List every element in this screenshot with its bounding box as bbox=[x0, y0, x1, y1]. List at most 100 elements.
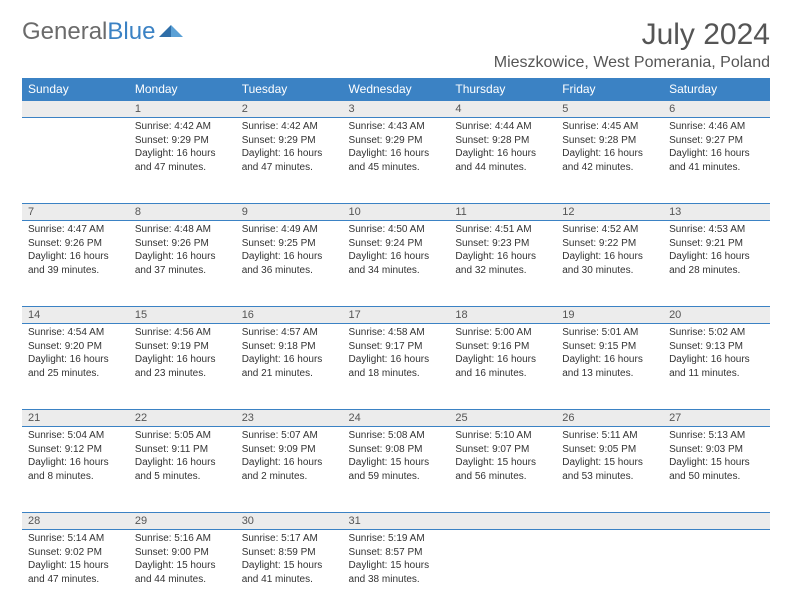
sunset-text: Sunset: 9:29 PM bbox=[242, 134, 337, 148]
sunset-text: Sunset: 8:59 PM bbox=[242, 546, 337, 560]
day-number: 23 bbox=[236, 410, 343, 427]
day-cell: Sunrise: 5:00 AMSunset: 9:16 PMDaylight:… bbox=[449, 324, 556, 410]
sunrise-text: Sunrise: 5:11 AM bbox=[562, 429, 657, 443]
sunset-text: Sunset: 9:12 PM bbox=[28, 443, 123, 457]
sunrise-text: Sunrise: 4:50 AM bbox=[349, 223, 444, 237]
day-cell: Sunrise: 4:50 AMSunset: 9:24 PMDaylight:… bbox=[343, 221, 450, 307]
week-row: Sunrise: 5:14 AMSunset: 9:02 PMDaylight:… bbox=[22, 530, 770, 616]
daylight-text: Daylight: 15 hours and 41 minutes. bbox=[242, 559, 337, 586]
day-cell: Sunrise: 4:46 AMSunset: 9:27 PMDaylight:… bbox=[663, 118, 770, 204]
sunrise-text: Sunrise: 4:47 AM bbox=[28, 223, 123, 237]
logo-text-general: General bbox=[22, 18, 107, 46]
day-number: 17 bbox=[343, 307, 450, 324]
week-row: Sunrise: 4:54 AMSunset: 9:20 PMDaylight:… bbox=[22, 324, 770, 410]
day-number: 15 bbox=[129, 307, 236, 324]
sunrise-text: Sunrise: 5:16 AM bbox=[135, 532, 230, 546]
sunset-text: Sunset: 9:17 PM bbox=[349, 340, 444, 354]
day-cell: Sunrise: 5:01 AMSunset: 9:15 PMDaylight:… bbox=[556, 324, 663, 410]
day-number bbox=[449, 513, 556, 530]
day-number: 12 bbox=[556, 204, 663, 221]
day-cell: Sunrise: 4:54 AMSunset: 9:20 PMDaylight:… bbox=[22, 324, 129, 410]
day-number: 29 bbox=[129, 513, 236, 530]
day-cell: Sunrise: 5:04 AMSunset: 9:12 PMDaylight:… bbox=[22, 427, 129, 513]
sunset-text: Sunset: 9:20 PM bbox=[28, 340, 123, 354]
sunrise-text: Sunrise: 4:56 AM bbox=[135, 326, 230, 340]
sunrise-text: Sunrise: 5:19 AM bbox=[349, 532, 444, 546]
calendar-table: SundayMondayTuesdayWednesdayThursdayFrid… bbox=[22, 78, 770, 616]
sunset-text: Sunset: 9:25 PM bbox=[242, 237, 337, 251]
daylight-text: Daylight: 16 hours and 13 minutes. bbox=[562, 353, 657, 380]
day-number: 9 bbox=[236, 204, 343, 221]
daylight-text: Daylight: 16 hours and 39 minutes. bbox=[28, 250, 123, 277]
day-header: Wednesday bbox=[343, 78, 450, 101]
day-number: 7 bbox=[22, 204, 129, 221]
sunset-text: Sunset: 8:57 PM bbox=[349, 546, 444, 560]
daylight-text: Daylight: 16 hours and 47 minutes. bbox=[242, 147, 337, 174]
sunrise-text: Sunrise: 4:43 AM bbox=[349, 120, 444, 134]
location: Mieszkowice, West Pomerania, Poland bbox=[494, 54, 770, 72]
sunset-text: Sunset: 9:28 PM bbox=[562, 134, 657, 148]
daylight-text: Daylight: 16 hours and 30 minutes. bbox=[562, 250, 657, 277]
sunrise-text: Sunrise: 5:04 AM bbox=[28, 429, 123, 443]
daylight-text: Daylight: 16 hours and 34 minutes. bbox=[349, 250, 444, 277]
daylight-text: Daylight: 16 hours and 5 minutes. bbox=[135, 456, 230, 483]
daylight-text: Daylight: 16 hours and 45 minutes. bbox=[349, 147, 444, 174]
day-number: 5 bbox=[556, 101, 663, 118]
day-number-row: 14151617181920 bbox=[22, 307, 770, 324]
day-number: 24 bbox=[343, 410, 450, 427]
sunset-text: Sunset: 9:21 PM bbox=[669, 237, 764, 251]
day-number: 1 bbox=[129, 101, 236, 118]
daylight-text: Daylight: 15 hours and 59 minutes. bbox=[349, 456, 444, 483]
day-cell: Sunrise: 5:17 AMSunset: 8:59 PMDaylight:… bbox=[236, 530, 343, 616]
daylight-text: Daylight: 15 hours and 53 minutes. bbox=[562, 456, 657, 483]
sunrise-text: Sunrise: 5:13 AM bbox=[669, 429, 764, 443]
daylight-text: Daylight: 16 hours and 36 minutes. bbox=[242, 250, 337, 277]
week-row: Sunrise: 4:42 AMSunset: 9:29 PMDaylight:… bbox=[22, 118, 770, 204]
daylight-text: Daylight: 15 hours and 56 minutes. bbox=[455, 456, 550, 483]
daylight-text: Daylight: 16 hours and 8 minutes. bbox=[28, 456, 123, 483]
logo-text-blue: Blue bbox=[107, 18, 155, 46]
sunrise-text: Sunrise: 4:44 AM bbox=[455, 120, 550, 134]
sunset-text: Sunset: 9:00 PM bbox=[135, 546, 230, 560]
day-cell: Sunrise: 5:16 AMSunset: 9:00 PMDaylight:… bbox=[129, 530, 236, 616]
calendar-body: 123456Sunrise: 4:42 AMSunset: 9:29 PMDay… bbox=[22, 101, 770, 616]
day-cell: Sunrise: 4:48 AMSunset: 9:26 PMDaylight:… bbox=[129, 221, 236, 307]
day-number bbox=[663, 513, 770, 530]
sunset-text: Sunset: 9:29 PM bbox=[349, 134, 444, 148]
sunset-text: Sunset: 9:26 PM bbox=[135, 237, 230, 251]
day-header: Saturday bbox=[663, 78, 770, 101]
sunset-text: Sunset: 9:24 PM bbox=[349, 237, 444, 251]
daylight-text: Daylight: 16 hours and 37 minutes. bbox=[135, 250, 230, 277]
day-number: 13 bbox=[663, 204, 770, 221]
day-number: 26 bbox=[556, 410, 663, 427]
day-number: 28 bbox=[22, 513, 129, 530]
day-number bbox=[22, 101, 129, 118]
day-cell: Sunrise: 5:14 AMSunset: 9:02 PMDaylight:… bbox=[22, 530, 129, 616]
daylight-text: Daylight: 15 hours and 44 minutes. bbox=[135, 559, 230, 586]
day-number: 11 bbox=[449, 204, 556, 221]
day-number: 2 bbox=[236, 101, 343, 118]
day-cell: Sunrise: 4:42 AMSunset: 9:29 PMDaylight:… bbox=[129, 118, 236, 204]
sunrise-text: Sunrise: 5:00 AM bbox=[455, 326, 550, 340]
sunrise-text: Sunrise: 4:53 AM bbox=[669, 223, 764, 237]
day-cell: Sunrise: 4:45 AMSunset: 9:28 PMDaylight:… bbox=[556, 118, 663, 204]
sunset-text: Sunset: 9:19 PM bbox=[135, 340, 230, 354]
sunrise-text: Sunrise: 4:58 AM bbox=[349, 326, 444, 340]
daylight-text: Daylight: 15 hours and 38 minutes. bbox=[349, 559, 444, 586]
sunset-text: Sunset: 9:03 PM bbox=[669, 443, 764, 457]
sunset-text: Sunset: 9:05 PM bbox=[562, 443, 657, 457]
sunset-text: Sunset: 9:02 PM bbox=[28, 546, 123, 560]
day-cell: Sunrise: 4:49 AMSunset: 9:25 PMDaylight:… bbox=[236, 221, 343, 307]
day-number: 25 bbox=[449, 410, 556, 427]
day-number bbox=[556, 513, 663, 530]
week-row: Sunrise: 4:47 AMSunset: 9:26 PMDaylight:… bbox=[22, 221, 770, 307]
day-cell: Sunrise: 5:11 AMSunset: 9:05 PMDaylight:… bbox=[556, 427, 663, 513]
sunrise-text: Sunrise: 5:10 AM bbox=[455, 429, 550, 443]
daylight-text: Daylight: 16 hours and 42 minutes. bbox=[562, 147, 657, 174]
sunset-text: Sunset: 9:07 PM bbox=[455, 443, 550, 457]
week-row: Sunrise: 5:04 AMSunset: 9:12 PMDaylight:… bbox=[22, 427, 770, 513]
day-of-week-row: SundayMondayTuesdayWednesdayThursdayFrid… bbox=[22, 78, 770, 101]
day-number: 3 bbox=[343, 101, 450, 118]
daylight-text: Daylight: 16 hours and 47 minutes. bbox=[135, 147, 230, 174]
day-number: 27 bbox=[663, 410, 770, 427]
